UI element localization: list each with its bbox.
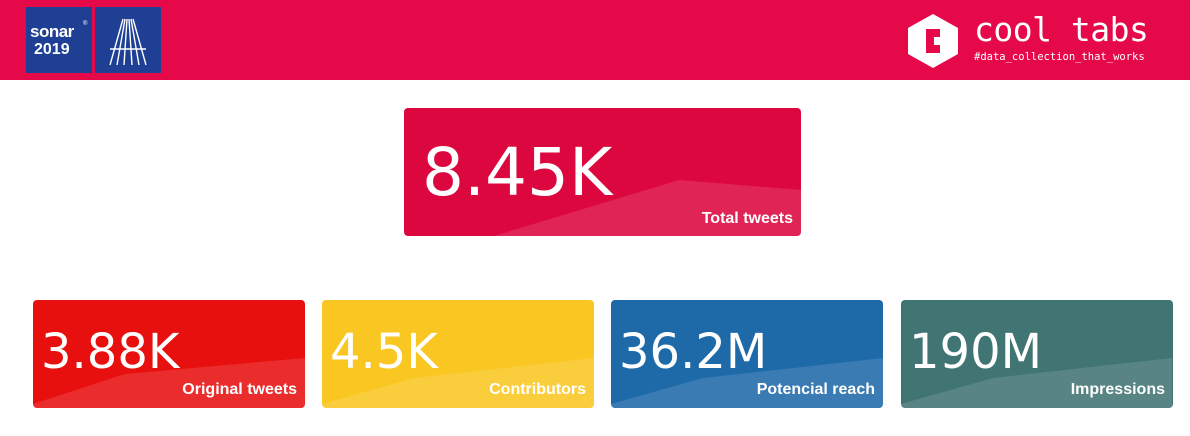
total-tweets-label: Total tweets bbox=[701, 210, 793, 227]
impressions-value: 190M bbox=[909, 324, 1043, 380]
header-bar: sonar ® 2019 cool tabs #data_collection_… bbox=[0, 0, 1190, 80]
total-tweets-card: 8.45K Total tweets bbox=[404, 108, 801, 236]
sonar-logo-registered: ® bbox=[83, 21, 88, 27]
potencial-reach-card: 36.2M Potencial reach bbox=[611, 300, 883, 408]
contributors-value: 4.5K bbox=[330, 324, 438, 380]
card-wave-decoration bbox=[611, 358, 883, 408]
sonar-logo-year: 2019 bbox=[34, 41, 70, 58]
hexagon-logo-icon bbox=[908, 14, 958, 68]
brand-name: cool tabs bbox=[974, 10, 1149, 49]
sonar-logo: sonar ® 2019 bbox=[26, 7, 92, 73]
contributors-label: Contributors bbox=[489, 381, 586, 398]
brand-tagline: #data_collection_that_works bbox=[974, 51, 1145, 63]
original-tweets-label: Original tweets bbox=[182, 381, 297, 398]
potencial-reach-value: 36.2M bbox=[619, 324, 768, 380]
card-wave-decoration bbox=[322, 358, 594, 408]
card-wave-decoration bbox=[404, 180, 801, 236]
cooltabs-brand: cool tabs #data_collection_that_works bbox=[906, 10, 1166, 70]
road-stripes-icon bbox=[109, 18, 147, 66]
sonar-stripes-logo bbox=[95, 7, 161, 73]
total-tweets-value: 8.45K bbox=[422, 134, 613, 211]
original-tweets-card: 3.88K Original tweets bbox=[33, 300, 305, 408]
impressions-card: 190M Impressions bbox=[901, 300, 1173, 408]
card-wave-decoration bbox=[33, 358, 305, 408]
original-tweets-value: 3.88K bbox=[41, 324, 180, 380]
card-wave-decoration bbox=[901, 358, 1172, 408]
impressions-label: Impressions bbox=[1070, 381, 1165, 398]
potencial-reach-label: Potencial reach bbox=[756, 381, 875, 398]
contributors-card: 4.5K Contributors bbox=[322, 300, 594, 408]
sonar-logo-word: sonar bbox=[30, 22, 74, 41]
